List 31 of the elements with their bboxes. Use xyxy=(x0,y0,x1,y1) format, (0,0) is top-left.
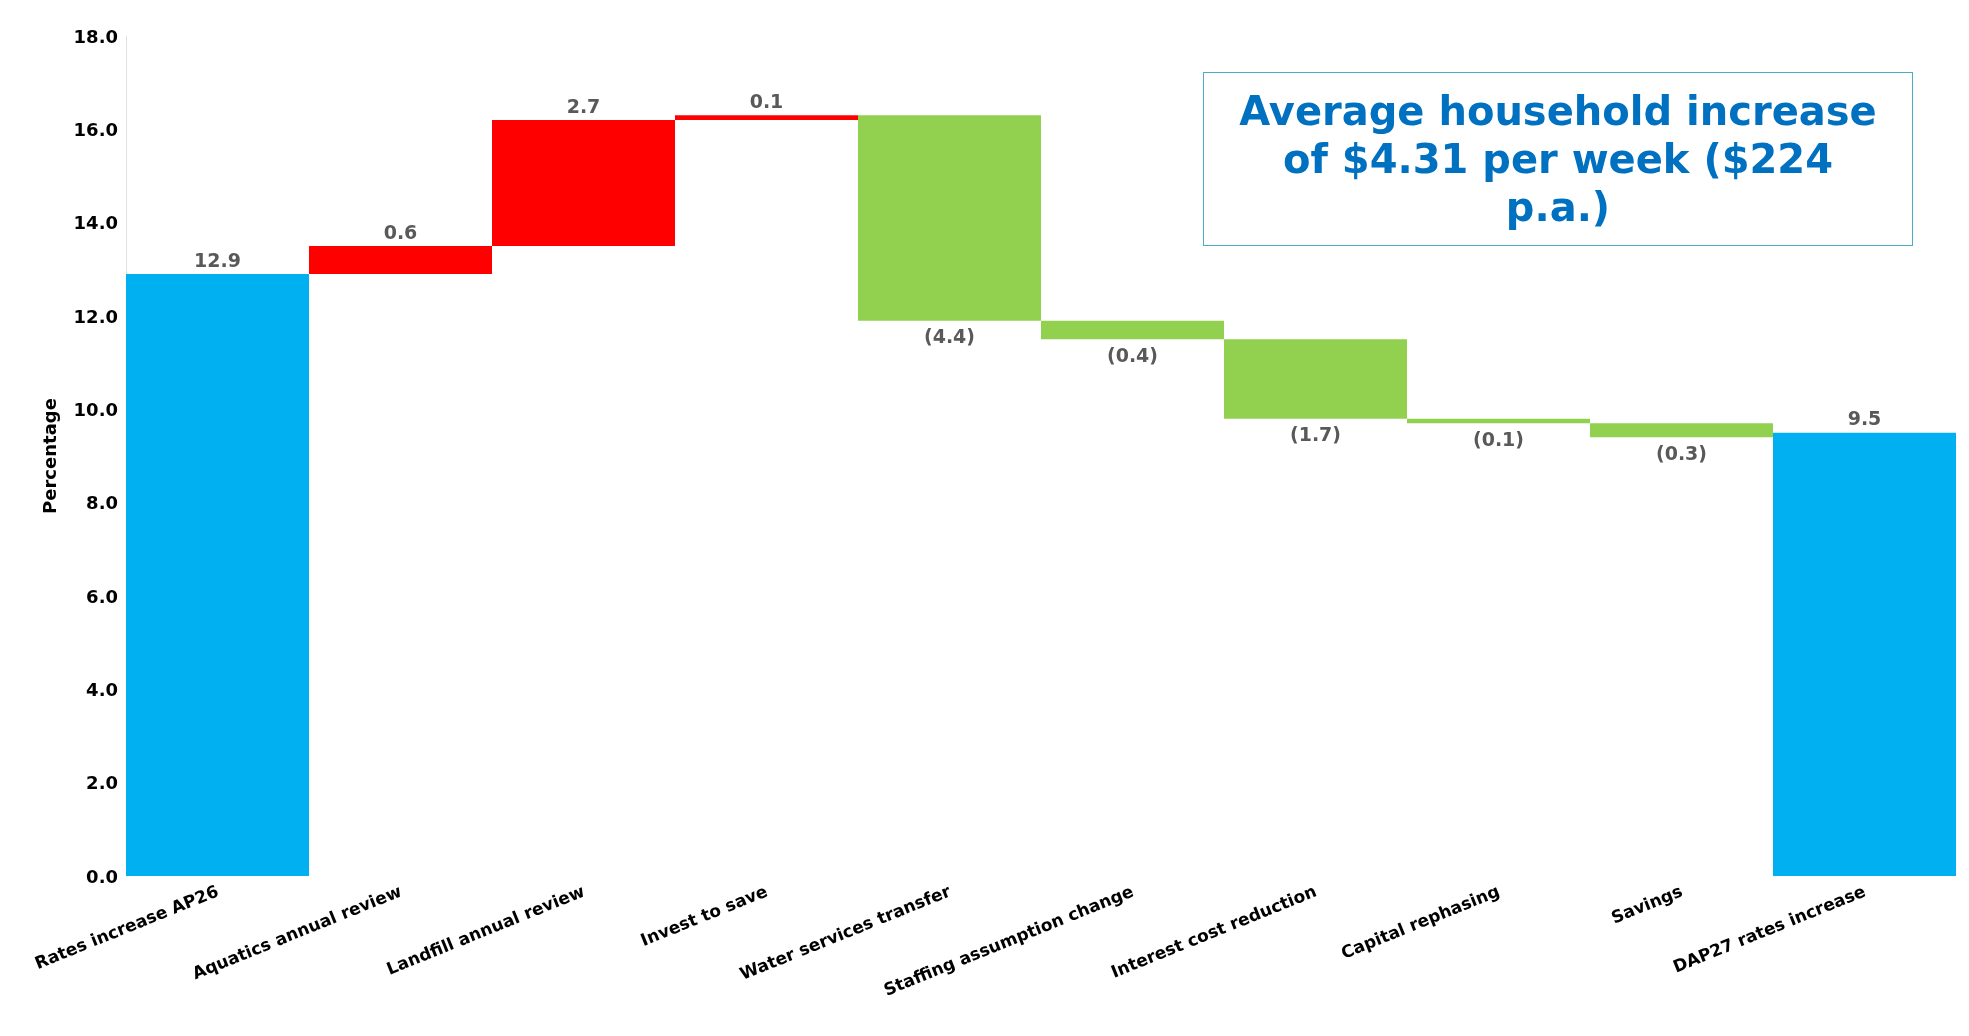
y-tick-label: 6.0 xyxy=(86,585,118,607)
y-tick-label: 16.0 xyxy=(73,118,118,140)
data-label: 12.9 xyxy=(194,248,241,271)
y-tick-label: 0.0 xyxy=(86,865,118,887)
y-axis-title: Percentage xyxy=(38,398,60,514)
data-label: (1.7) xyxy=(1289,423,1342,446)
y-tick-label: 14.0 xyxy=(73,212,118,234)
bar xyxy=(309,246,492,274)
y-tick-label: 18.0 xyxy=(73,25,118,47)
data-label: 9.5 xyxy=(1847,407,1882,430)
y-tick-label: 12.0 xyxy=(73,305,118,327)
y-tick-label: 4.0 xyxy=(86,678,118,700)
bar xyxy=(1224,339,1407,419)
data-label: (0.3) xyxy=(1655,441,1708,464)
data-label: (4.4) xyxy=(923,325,976,348)
text-box: Average household increase of $4.31 per week ($224 p.a.) xyxy=(1203,72,1913,246)
data-label: 0.1 xyxy=(749,89,784,112)
bar xyxy=(675,115,858,120)
bar xyxy=(492,120,675,246)
y-tick-label: 10.0 xyxy=(73,398,118,420)
y-tick-label: 2.0 xyxy=(86,772,118,794)
bar xyxy=(1773,432,1956,876)
y-tick-label: 8.0 xyxy=(86,492,118,514)
data-label: 2.7 xyxy=(566,94,601,117)
data-label: (0.4) xyxy=(1106,343,1159,366)
bar xyxy=(1041,320,1224,340)
data-label: (0.1) xyxy=(1472,427,1525,450)
bar xyxy=(858,115,1041,321)
bar xyxy=(1590,423,1773,438)
bar xyxy=(126,274,309,876)
data-label: 0.6 xyxy=(383,220,418,243)
